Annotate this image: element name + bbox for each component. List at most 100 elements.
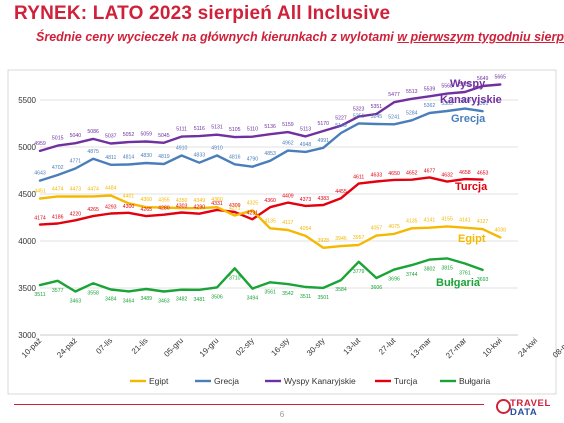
data-label: 5113	[300, 126, 311, 132]
x-tick-label: 19-gru	[198, 336, 221, 359]
data-label: 4054	[300, 226, 312, 232]
data-label: 4360	[264, 198, 276, 204]
data-label: 5383	[441, 101, 453, 107]
data-label: 3693	[477, 277, 489, 283]
data-label: 4265	[140, 207, 152, 213]
series-tag: Grecja	[451, 113, 486, 125]
data-label: 5059	[140, 131, 152, 137]
data-label: 4814	[123, 154, 135, 160]
y-tick-label: 3500	[18, 284, 36, 293]
data-label: 5015	[52, 136, 64, 142]
series-line	[38, 176, 484, 226]
data-label: 4853	[264, 151, 276, 157]
x-tick-label: 21-lis	[130, 336, 150, 356]
data-label: 4309	[229, 203, 241, 209]
data-label: 4135	[406, 218, 418, 224]
data-label: 4141	[424, 218, 436, 224]
data-label: 3561	[264, 289, 276, 295]
data-label: 4155	[441, 216, 453, 222]
data-label: 4632	[441, 173, 453, 179]
x-tick-label: 16-sty	[269, 336, 291, 358]
data-label: 5170	[317, 121, 329, 127]
data-label: 5477	[388, 92, 400, 98]
logo-line1: TRAVEL	[510, 398, 551, 409]
data-label: 5159	[282, 122, 294, 128]
y-axis: 3000 3500 4000 4500 5000 5500	[18, 96, 36, 340]
data-label: 5513	[406, 89, 418, 95]
data-label: 4350	[176, 198, 188, 204]
subtitle-text: Średnie ceny wycieczek na głównych kieru…	[36, 30, 398, 44]
x-tick-label: 08-maj	[551, 336, 564, 360]
x-tick-label: 07-lis	[94, 336, 114, 356]
data-labels: 4959 5015 5040 5086 5037 5052 5059 5045 5111 5116…	[34, 74, 506, 304]
data-label: 4910	[211, 145, 223, 151]
data-label: 5585	[459, 82, 471, 88]
data-label: 5381	[477, 101, 489, 107]
series-tag: Bułgaria	[436, 277, 481, 289]
data-label: 4910	[176, 145, 188, 151]
data-label: 4293	[105, 204, 117, 210]
data-label: 3484	[105, 297, 117, 303]
data-label: 3542	[282, 291, 294, 297]
chart-frame	[7, 69, 557, 395]
x-tick-label: 13-mar	[409, 336, 434, 361]
data-label: 5105	[229, 127, 241, 133]
data-label: 4117	[282, 220, 293, 226]
data-label: 5037	[105, 134, 117, 140]
data-label: 4127	[477, 219, 489, 225]
series-line	[38, 257, 484, 293]
x-tick-label: 02-sty	[234, 336, 256, 358]
data-label: 4991	[317, 138, 329, 144]
data-label: 3482	[176, 297, 188, 303]
data-label: 3815	[441, 265, 453, 271]
data-label: 3802	[424, 267, 436, 273]
x-tick-label: 24-kwi	[516, 336, 539, 359]
data-label: 4303	[176, 204, 188, 210]
data-label: 3761	[459, 270, 471, 276]
data-label: 3946	[335, 236, 347, 242]
data-label: 5284	[406, 110, 418, 116]
data-label: 4038	[495, 227, 507, 233]
data-label: 4355	[158, 198, 170, 204]
data-label: 3501	[317, 295, 329, 301]
data-label: 5149	[335, 123, 347, 129]
data-label: 5362	[424, 103, 436, 109]
data-label: 4360	[140, 197, 152, 203]
data-label: 5116	[194, 126, 205, 132]
legend-label: Turcja	[394, 376, 418, 386]
data-label: 4349	[194, 198, 206, 204]
data-label: 4231	[247, 210, 259, 216]
data-label: 4383	[317, 196, 329, 202]
logo-ring-icon	[496, 399, 511, 414]
data-label: 3744	[406, 272, 418, 278]
data-label: 4409	[282, 194, 294, 200]
legend-label: Wyspy Kanaryjskie	[284, 376, 356, 386]
data-label: 5227	[335, 116, 347, 122]
data-label: 5323	[353, 107, 365, 113]
data-label: 5045	[158, 133, 170, 139]
data-label: 4959	[34, 141, 46, 147]
data-label: 4653	[477, 171, 489, 177]
page-subtitle: Średnie ceny wycieczek na głównych kieru…	[36, 30, 564, 44]
footer-divider	[14, 404, 484, 405]
series-tag: Egipt	[458, 233, 486, 245]
x-tick-label: 13-lut	[342, 336, 363, 357]
legend-label: Bułgaria	[459, 376, 490, 386]
legend-label: Egipt	[149, 376, 169, 386]
series-tags: Wyspy Kanaryjskie Grecja Turcja Egipt Bułgari…	[436, 78, 502, 289]
data-label: 3558	[87, 290, 99, 296]
page-number: 6	[279, 410, 285, 419]
data-label: 4811	[105, 155, 116, 161]
data-label: 5251	[353, 113, 365, 119]
y-tick-label: 5000	[18, 143, 36, 152]
series-tag: Kanaryjskie	[440, 94, 502, 106]
data-label: 4633	[371, 172, 383, 178]
data-label: 4373	[300, 197, 312, 203]
data-label: 5409	[459, 99, 471, 105]
y-tick-label: 5500	[18, 96, 36, 105]
data-label: 4875	[87, 149, 99, 155]
data-label: 3957	[353, 235, 365, 241]
data-label: 4677	[424, 168, 436, 174]
page-title: RYNEK: LATO 2023 sierpień All Inclusive	[14, 3, 391, 24]
